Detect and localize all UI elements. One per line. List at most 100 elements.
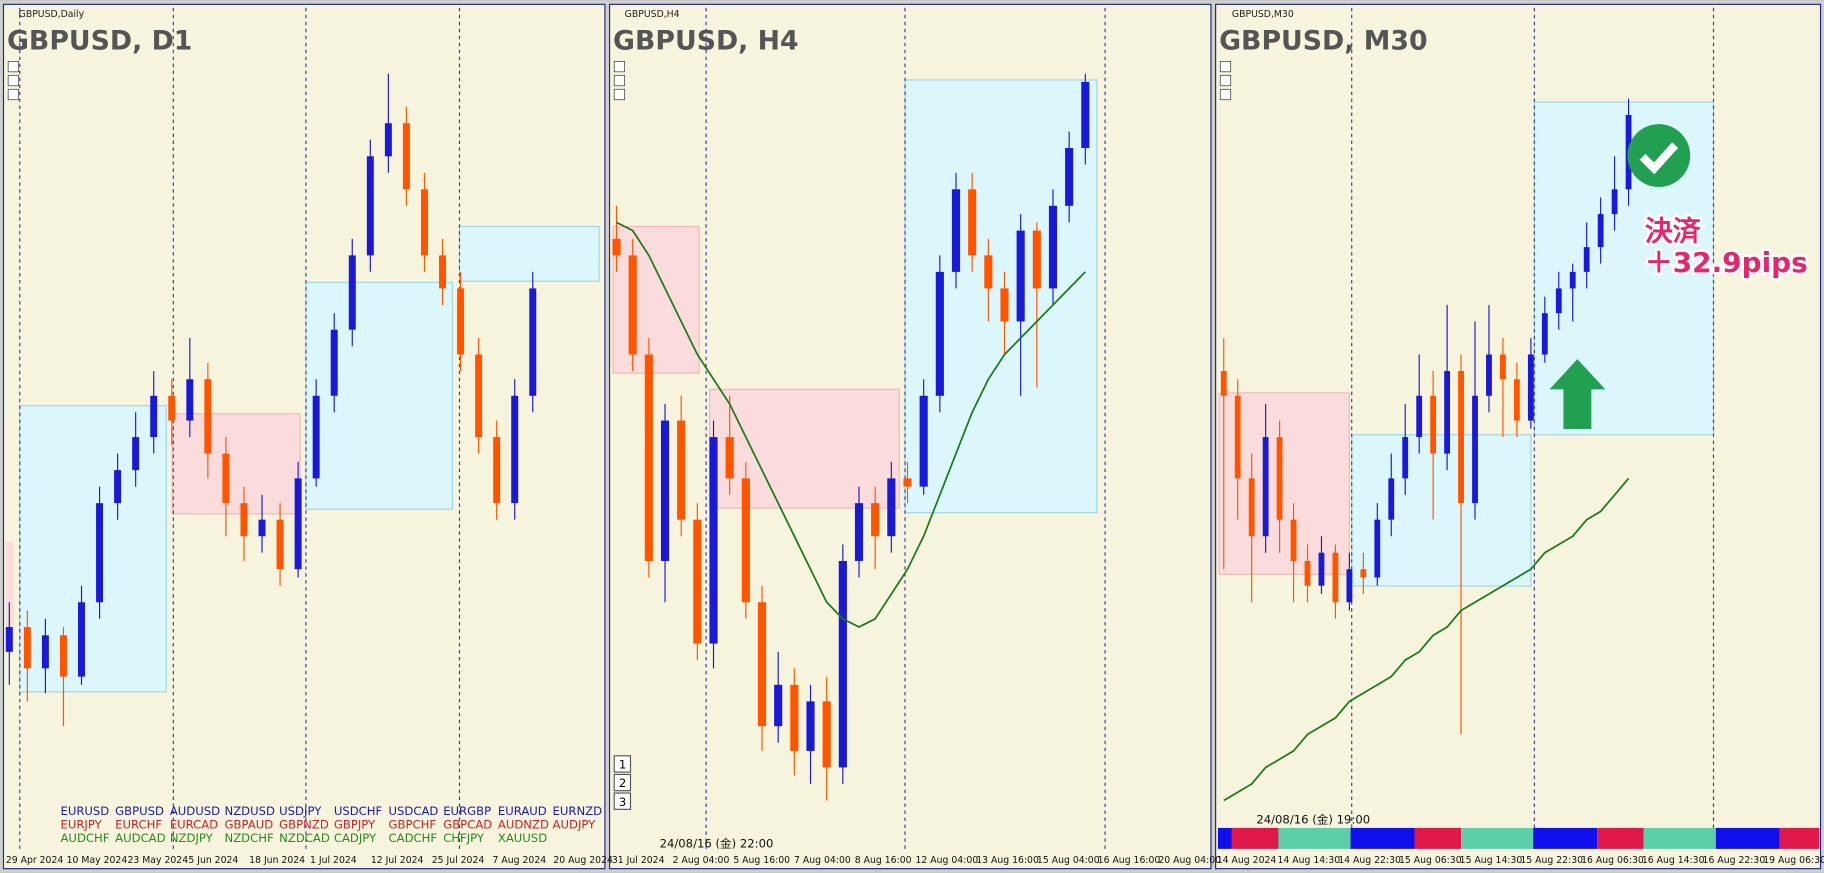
candle-body: [1583, 247, 1590, 272]
symbol-button[interactable]: AUDCHF: [60, 831, 109, 845]
candle-body: [984, 255, 993, 289]
symbol-button[interactable]: AUDUSD: [170, 804, 220, 818]
candle-body: [384, 123, 392, 157]
symbol-button[interactable]: EURCHF: [115, 818, 162, 832]
button[interactable]: [1219, 74, 1232, 87]
symbol-button[interactable]: GBPUSD: [115, 804, 164, 818]
date-label: 12 Aug 04:00: [915, 855, 978, 866]
button[interactable]: [7, 88, 19, 101]
symbol-button[interactable]: NZDCAD: [279, 831, 330, 845]
candle-body: [1374, 519, 1381, 578]
symbol-button[interactable]: AUDJPY: [553, 818, 597, 832]
moving-average: [616, 221, 1086, 629]
symbol-button[interactable]: XAUUSD: [498, 831, 547, 845]
candle-body: [330, 329, 338, 396]
zone: [305, 281, 454, 510]
symbol-button[interactable]: EURGBP: [443, 804, 491, 818]
zone: [19, 405, 167, 693]
candle-body: [204, 379, 212, 454]
symbol-button[interactable]: NZDUSD: [225, 804, 275, 818]
date-label: 10 May 2024: [67, 855, 128, 866]
symbol-button[interactable]: EURUSD: [60, 804, 109, 818]
date-label: 18 Jun 2024: [249, 855, 305, 866]
symbol-button[interactable]: EURAUD: [498, 804, 547, 818]
candle-body: [1402, 437, 1409, 479]
button[interactable]: [1219, 60, 1232, 73]
candle-body: [529, 288, 537, 396]
symbol-button[interactable]: NZDJPY: [170, 831, 214, 845]
symbol-button[interactable]: CADJPY: [334, 831, 377, 845]
zone: [1218, 392, 1350, 575]
scale-button[interactable]: [613, 755, 632, 773]
date-label: 16 Aug 16:00: [1098, 855, 1161, 866]
symbol-button[interactable]: USDCAD: [389, 804, 439, 818]
date-label: 7 Aug 2024: [493, 855, 547, 866]
date-label: 15 Aug 04:00: [1037, 855, 1100, 866]
candle-body: [968, 189, 977, 256]
date-label: 7 Aug 04:00: [794, 855, 851, 866]
candle-body: [420, 189, 428, 256]
candle-body: [709, 437, 718, 644]
candle-body: [644, 354, 653, 561]
symbol-button[interactable]: EURNZD: [553, 804, 603, 818]
symbol-button[interactable]: USDJPY: [279, 804, 322, 818]
symbol-button[interactable]: NZDCHF: [225, 831, 274, 845]
symbol-button[interactable]: EURCAD: [170, 818, 218, 832]
symbol-button[interactable]: CADCHF: [389, 831, 438, 845]
symbol-button[interactable]: GBPNZD: [279, 818, 329, 832]
candle-body: [741, 478, 750, 603]
candle-body: [693, 519, 702, 644]
button[interactable]: [1219, 88, 1232, 101]
date-label: 15 Aug 06:30: [1399, 855, 1462, 866]
candle-body: [919, 395, 928, 487]
check-icon: [1627, 124, 1691, 187]
info-time: 24/08/16 (金) 19:00: [1256, 812, 1370, 826]
button[interactable]: [613, 60, 626, 73]
date-label: 29 Apr 2024: [6, 855, 64, 866]
chart-title: GBPUSD, H4: [613, 26, 799, 57]
candle-body: [5, 627, 13, 652]
date-label: 16 Aug 14:30: [1642, 855, 1705, 866]
date-label: 31 Jul 2024: [612, 855, 665, 866]
candle-body: [366, 156, 374, 256]
plots: [5, 73, 1632, 802]
up-arrow: [1549, 359, 1606, 429]
markers: [1549, 124, 1691, 429]
scale-button[interactable]: [613, 792, 632, 810]
scale-button[interactable]: [613, 773, 632, 792]
symbol-button[interactable]: AUDCAD: [115, 831, 165, 845]
date-label: 20 Aug 2024: [553, 855, 613, 866]
symbol-button[interactable]: CHFJPY: [443, 831, 485, 845]
button[interactable]: [613, 88, 626, 101]
candle-body: [150, 395, 158, 438]
symbol-button[interactable]: GBPCHF: [389, 818, 437, 832]
candle-body: [1444, 371, 1451, 454]
symbol-button[interactable]: GBPJPY: [334, 818, 376, 832]
button[interactable]: [613, 74, 626, 87]
candle-body: [1065, 148, 1074, 206]
candle-body: [1416, 395, 1423, 438]
chart-title: GBPUSD, D1: [7, 26, 192, 57]
symbol-button[interactable]: GBPCAD: [443, 818, 492, 832]
date-label: 20 Aug 04:00: [1158, 855, 1221, 866]
candle-body: [822, 701, 831, 768]
candle-body: [439, 255, 447, 289]
candle-body: [402, 123, 410, 190]
candle-body: [790, 684, 799, 751]
candle-body: [677, 420, 686, 520]
candle-body: [1248, 478, 1255, 537]
zone: [709, 388, 900, 509]
symbol-button[interactable]: USDCHF: [334, 804, 383, 818]
date-label: 23 May 2024: [127, 855, 188, 866]
button[interactable]: [7, 60, 19, 73]
date-label: 5 Jun 2024: [188, 855, 238, 866]
symbol-button[interactable]: EURJPY: [60, 818, 102, 832]
date-label: 8 Aug 16:00: [855, 855, 912, 866]
symbol-button[interactable]: GBPAUD: [225, 818, 274, 832]
symbol-button[interactable]: AUDNZD: [498, 818, 549, 832]
labels: GBPUSD,Daily GBPUSD,H4 GBPUSD,M30 GBPUSD…: [6, 9, 1824, 866]
candle-body: [1290, 519, 1297, 561]
candle-body: [258, 519, 266, 537]
button[interactable]: [7, 74, 19, 87]
